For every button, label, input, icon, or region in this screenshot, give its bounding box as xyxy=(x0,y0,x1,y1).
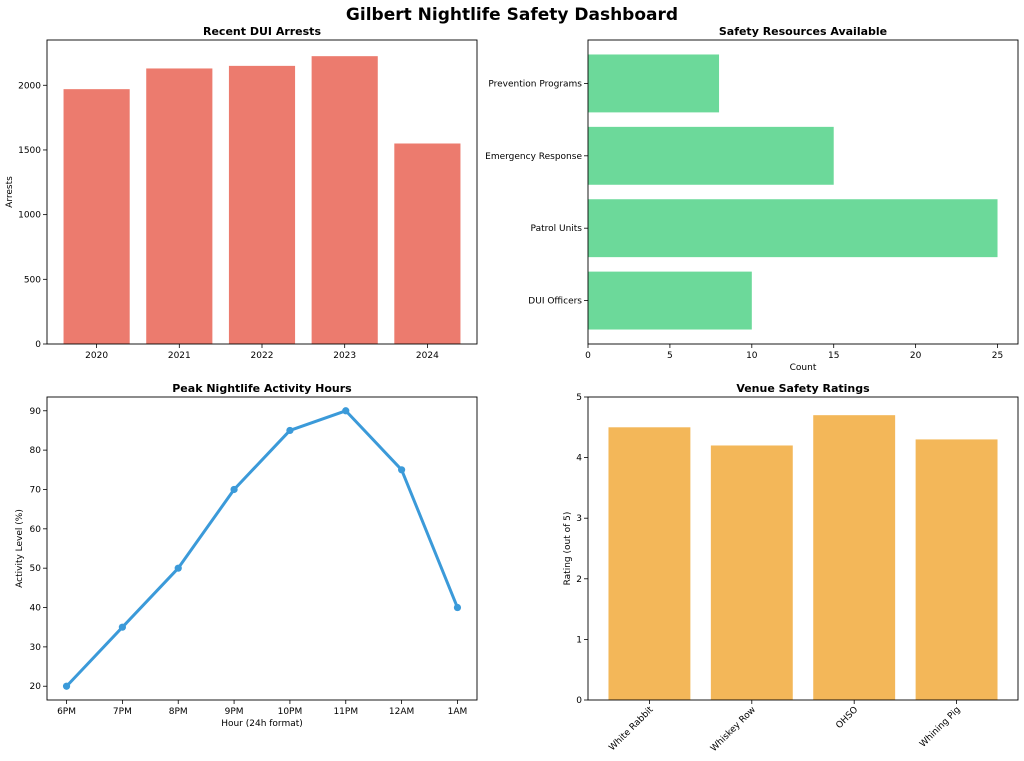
chart-title: Safety Resources Available xyxy=(719,25,887,38)
x-tick-label: 5 xyxy=(667,351,673,361)
data-point xyxy=(174,564,182,572)
y-tick-label: 50 xyxy=(30,564,42,574)
axes-frame xyxy=(587,396,1019,701)
x-tick-label: OHSO xyxy=(834,705,860,731)
chart-panel-4: Venue Safety Ratings 0 1 2 3 4 5 White Rabbit Wh… xyxy=(563,382,1019,754)
chart-title: Venue Safety Ratings xyxy=(736,382,870,395)
y-tick-label: 0 xyxy=(576,696,582,706)
x-tick-label: 12AM xyxy=(389,707,414,717)
y-tick-label: DUI Officers xyxy=(528,297,582,307)
x-tick-label: 2021 xyxy=(168,351,191,361)
bar xyxy=(588,54,720,113)
x-tick-label: 2024 xyxy=(416,351,439,361)
y-tick-label: 70 xyxy=(30,485,42,495)
bar xyxy=(813,415,896,700)
y-tick-label: 3 xyxy=(576,514,582,524)
chart-panel-2: Safety Resources Available DUI Officers Pa… xyxy=(485,25,1019,373)
bar xyxy=(588,271,752,330)
x-tick-label: 2022 xyxy=(251,351,274,361)
y-tick-label: 40 xyxy=(30,604,42,614)
y-tick-label: 0 xyxy=(35,340,41,350)
x-tick-label: 15 xyxy=(828,351,839,361)
y-tick-label: 20 xyxy=(30,682,42,692)
y-axis-label: Activity Level (%) xyxy=(15,509,25,588)
bar xyxy=(394,143,461,344)
x-tick-label: 7PM xyxy=(113,707,132,717)
x-tick-label: 2023 xyxy=(333,351,356,361)
x-tick-label: 25 xyxy=(992,351,1003,361)
chart-panel-1: Recent DUI Arrests 0 500 1000 1500 2000 2020 20… xyxy=(5,25,478,361)
axes-frame xyxy=(587,39,1019,345)
y-tick-label: 2 xyxy=(576,575,582,585)
y-tick-label: Emergency Response xyxy=(485,152,582,162)
y-tick-label: 4 xyxy=(576,454,582,464)
bar xyxy=(588,126,834,185)
y-axis-label: Arrests xyxy=(5,176,15,208)
y-tick-label: 1500 xyxy=(18,146,41,156)
x-axis-label: Count xyxy=(790,363,817,373)
bar xyxy=(710,445,793,700)
x-tick-label: 20 xyxy=(910,351,922,361)
bar xyxy=(63,89,130,345)
chart-title: Peak Nightlife Activity Hours xyxy=(172,382,352,395)
bar xyxy=(915,439,998,700)
y-tick-label: 500 xyxy=(24,275,41,285)
data-point xyxy=(286,426,294,435)
bar xyxy=(311,56,378,344)
series-line xyxy=(65,409,459,688)
chart-title: Recent DUI Arrests xyxy=(203,25,321,38)
y-axis-label: Rating (out of 5) xyxy=(563,512,573,586)
bar xyxy=(146,68,213,345)
x-tick-label: 8PM xyxy=(169,707,188,717)
dashboard-title: Gilbert Nightlife Safety Dashboard xyxy=(346,5,678,25)
data-point xyxy=(62,682,71,690)
bar xyxy=(608,427,691,700)
bar xyxy=(228,65,296,344)
y-tick-label: Prevention Programs xyxy=(488,79,582,89)
bar xyxy=(588,199,998,258)
x-tick-label: 1AM xyxy=(448,707,468,717)
y-tick-label: 90 xyxy=(30,407,42,417)
x-tick-label: 10PM xyxy=(278,707,303,717)
chart-panel-3: Peak Nightlife Activity Hours 20 30 40 50 60 7… xyxy=(15,382,478,729)
y-tick-label: 5 xyxy=(576,393,582,403)
data-point xyxy=(453,603,462,612)
x-tick-label: 0 xyxy=(585,351,591,361)
x-tick-label: 6PM xyxy=(57,707,76,717)
x-tick-label: Whiskey Row xyxy=(709,705,758,754)
data-point xyxy=(398,466,406,474)
data-point xyxy=(118,623,126,631)
data-point xyxy=(342,407,350,415)
x-tick-label: 11PM xyxy=(333,707,358,717)
y-tick-label: 2000 xyxy=(18,81,41,91)
axes-frame xyxy=(46,396,478,701)
x-tick-label: White Rabbit xyxy=(607,705,655,753)
y-tick-label: Patrol Units xyxy=(531,224,583,234)
x-tick-label: 9PM xyxy=(225,707,244,717)
y-tick-label: 80 xyxy=(30,446,42,456)
x-tick-label: 10 xyxy=(746,351,758,361)
y-tick-label: 30 xyxy=(30,643,42,653)
data-point xyxy=(230,485,238,494)
y-tick-label: 60 xyxy=(30,525,42,535)
y-tick-label: 1 xyxy=(576,635,582,645)
axes-frame xyxy=(46,39,478,345)
x-tick-label: 2020 xyxy=(85,351,108,361)
y-tick-label: 1000 xyxy=(18,211,41,221)
x-tick-label: Whining Pig xyxy=(918,705,963,750)
x-axis-label: Hour (24h format) xyxy=(221,719,303,729)
